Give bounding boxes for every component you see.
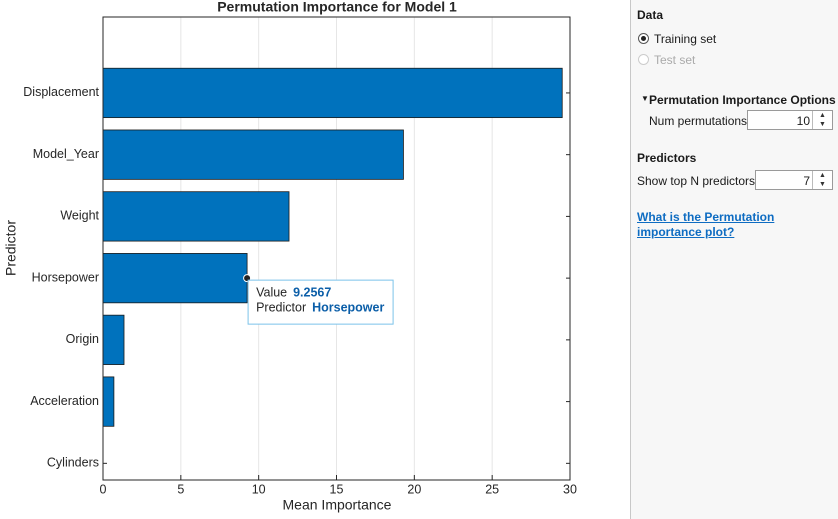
spinner-buttons[interactable]: ▲ ▼	[812, 111, 832, 129]
bar	[102, 191, 290, 242]
bar	[102, 67, 563, 119]
bar	[102, 314, 125, 365]
collapse-arrow[interactable]: ▼	[641, 94, 649, 103]
spinner[interactable]: 7 ▲ ▼	[755, 170, 833, 190]
bar	[102, 253, 248, 304]
radio-label[interactable]: Training set	[654, 32, 717, 46]
datatip-label: Predictor	[256, 300, 306, 314]
section-title: Data	[637, 8, 664, 22]
side-panel: Data Training set Test set ▼ Permutation…	[630, 0, 838, 519]
y-tick-label: Origin	[66, 332, 99, 346]
radio-button[interactable]	[638, 33, 649, 44]
spinner-value: 10	[796, 114, 810, 128]
x-tick-label: 25	[485, 482, 499, 496]
datatip-value: 9.2567	[293, 285, 331, 299]
x-axis-label: Mean Importance	[283, 497, 392, 513]
section-title[interactable]: Permutation Importance Options	[649, 93, 836, 107]
x-tick-label: 5	[177, 482, 184, 496]
bar	[102, 376, 115, 427]
field-label: Num permutations	[649, 114, 748, 128]
y-axis-label: Predictor	[3, 220, 19, 276]
y-tick-label: Weight	[60, 209, 99, 223]
radio-dot	[641, 36, 646, 41]
radio-label: Test set	[654, 53, 696, 67]
y-tick-label: Displacement	[23, 85, 99, 99]
x-tick-label: 20	[407, 482, 421, 496]
y-tick-label: Cylinders	[47, 456, 99, 470]
field-label: Show top N predictors	[637, 174, 756, 188]
spinner-buttons[interactable]: ▲ ▼	[812, 171, 832, 189]
bar	[102, 129, 404, 180]
datatip-label: Value	[256, 285, 287, 299]
axes-box	[102, 16, 571, 481]
section-title: Predictors	[637, 151, 697, 165]
y-tick-label: Acceleration	[30, 394, 99, 408]
x-tick-label: 0	[100, 482, 107, 496]
spinner-value: 7	[803, 174, 810, 188]
chart: Permutation Importance for Model 1 Mean …	[3, 0, 577, 513]
x-tick-label: 10	[252, 482, 266, 496]
help-link[interactable]: What is the Permutation importance plot?	[637, 210, 775, 239]
chart-title: Permutation Importance for Model 1	[217, 0, 457, 15]
x-tick-label: 30	[563, 482, 577, 496]
datatip-box	[247, 279, 394, 325]
datatip-value: Horsepower	[312, 300, 384, 314]
x-tick-label: 15	[330, 482, 344, 496]
y-tick-label: Horsepower	[32, 270, 99, 284]
spinner[interactable]: 10 ▲ ▼	[747, 110, 833, 130]
y-tick-label: Model_Year	[33, 147, 99, 161]
radio-button	[638, 54, 649, 65]
